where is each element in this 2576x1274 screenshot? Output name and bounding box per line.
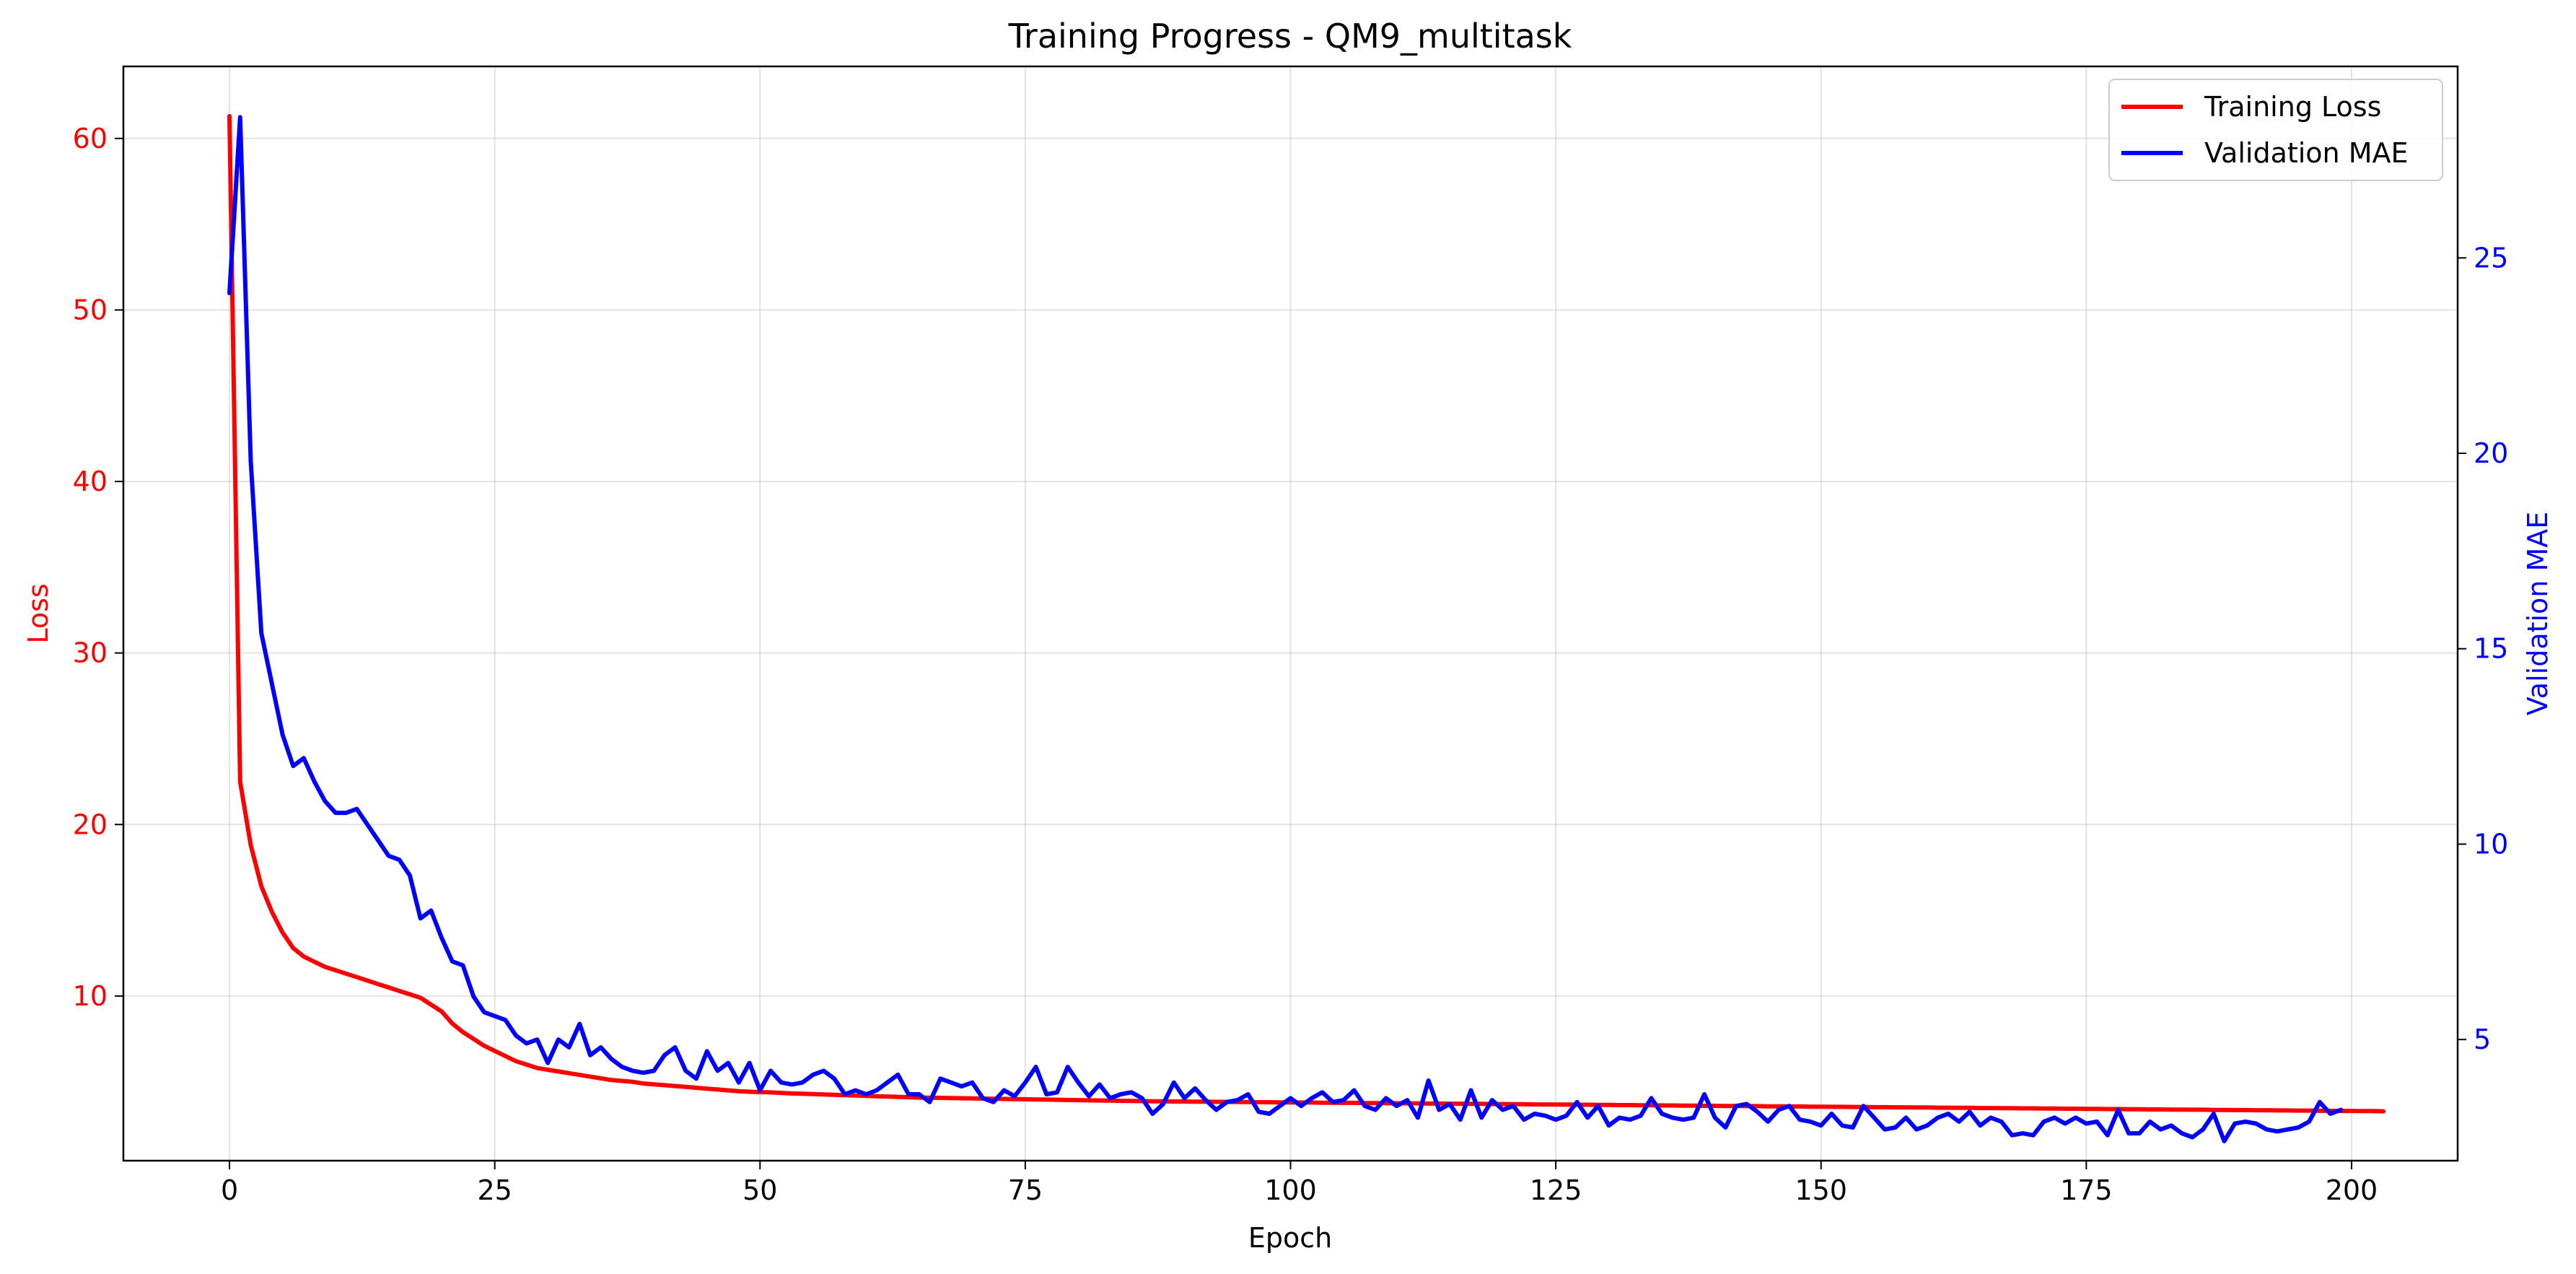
chart-title: Training Progress - QM9_multitask [1008,17,1572,56]
series-line-validation-mae [227,115,2344,1143]
left-y-tick-label: 40 [73,466,108,497]
legend-label-validation-mae: Validation MAE [2204,137,2409,169]
right-y-tick-label: 20 [2474,437,2508,469]
right-y-tick-label: 15 [2474,633,2508,665]
x-tick-label: 25 [477,1174,512,1206]
x-tick-label: 0 [221,1174,238,1206]
left-y-tick-label: 50 [73,294,108,326]
left-y-tick-label: 10 [73,980,108,1012]
x-tick-label: 100 [1264,1174,1317,1206]
right-y-tick-label: 5 [2474,1024,2491,1055]
legend-label-training-loss: Training Loss [2204,91,2381,123]
left-y-tick-label: 60 [73,123,108,154]
right-y-axis-ticks: 5 10 15 20 25 [2458,242,2508,1055]
x-tick-label: 125 [1530,1174,1582,1206]
legend-box [2108,79,2443,181]
x-tick-label: 175 [2060,1174,2113,1206]
x-tick-label: 50 [742,1174,777,1206]
left-y-axis-ticks: 10 20 30 40 50 60 [73,123,123,1012]
x-tick-label: 150 [1795,1174,1847,1206]
right-y-axis-label: Validation MAE [2522,512,2554,716]
series-layer [227,113,2386,1143]
x-tick-label: 200 [2326,1174,2378,1206]
right-y-tick-label: 10 [2474,828,2508,860]
x-tick-label: 75 [1008,1174,1043,1206]
legend: Training Loss Validation MAE [2108,79,2443,181]
left-y-tick-label: 20 [73,808,108,840]
grid [123,66,2458,1161]
x-axis-ticks: 0 25 50 75 100 125 150 175 200 [221,1161,2378,1206]
x-axis-label: Epoch [1248,1222,1332,1254]
left-y-axis-label: Loss [22,583,54,643]
right-y-tick-label: 25 [2474,242,2508,274]
left-y-tick-label: 30 [73,637,108,669]
